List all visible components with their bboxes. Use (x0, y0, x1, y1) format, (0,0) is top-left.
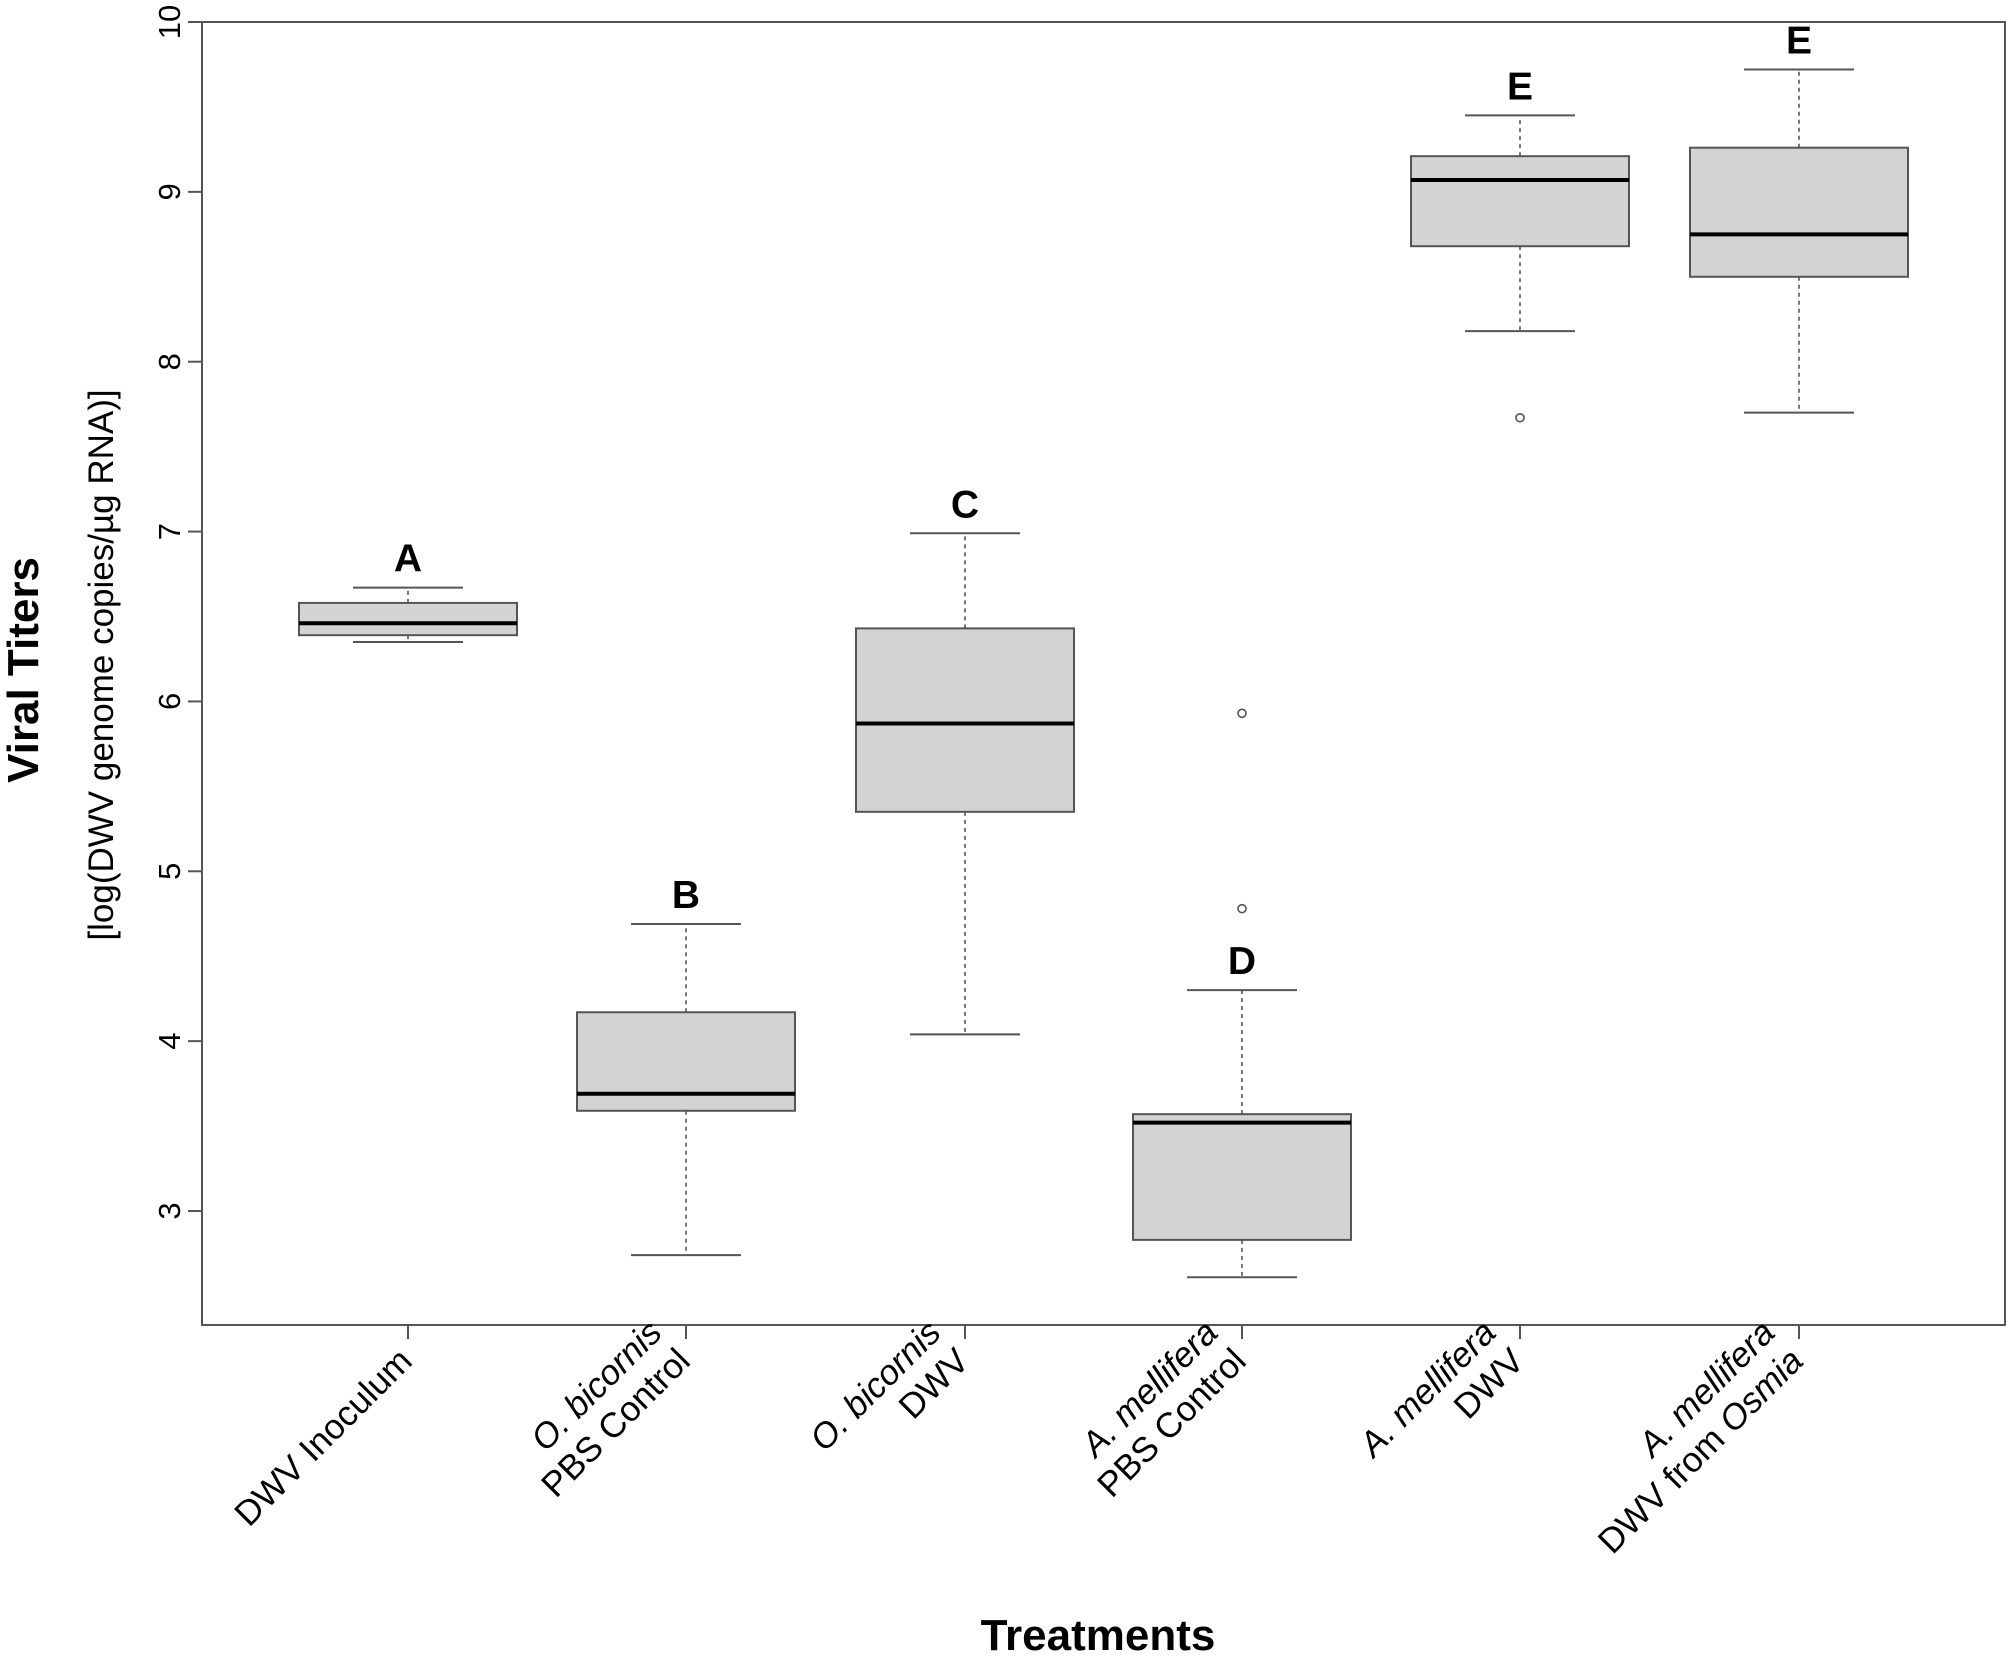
y-tick-label: 9 (152, 183, 187, 200)
x-axis-title: Treatments (981, 1611, 1216, 1660)
category-label-text: DWV Inoculum (227, 1341, 420, 1534)
significance-letter: D (1228, 940, 1256, 983)
box-iqr (1410, 155, 1630, 248)
box-iqr (298, 601, 518, 637)
box-iqr (576, 1011, 796, 1112)
outlier-point (1237, 708, 1247, 719)
plot-frame (201, 21, 2006, 1326)
outlier-point (1237, 903, 1247, 914)
box-iqr (855, 627, 1075, 813)
category-label: A. melliferaDWV (1351, 1312, 1533, 1494)
y-tick-label: 5 (152, 863, 187, 880)
box-group (576, 922, 796, 1257)
significance-letter: E (1507, 65, 1533, 108)
category-label: A. melliferaDWV from Osmia (1562, 1313, 1810, 1561)
y-tick-label: 8 (152, 353, 187, 370)
category-label: O. bicornisPBS Control (506, 1313, 698, 1505)
category-label: DWV Inoculum (227, 1341, 420, 1534)
y-tick-label: 10 (152, 5, 187, 39)
y-axis-subtitle: [log(DWV genome copies/µg RNA)] (82, 389, 121, 940)
box-group (1689, 68, 1909, 414)
box-group (1410, 114, 1630, 423)
significance-letter: C (951, 483, 979, 526)
category-label: O. bicornisDWV (803, 1312, 978, 1487)
y-axis-title: Viral Titers (0, 557, 48, 783)
box-iqr (1132, 1113, 1352, 1241)
category-label: A. melliferaPBS Control (1062, 1313, 1254, 1505)
box-group (855, 532, 1075, 1036)
box-iqr (1689, 146, 1909, 278)
y-tick-label: 3 (152, 1202, 187, 1219)
y-tick-label: 4 (152, 1033, 187, 1050)
y-tick-label: 6 (152, 693, 187, 710)
box-group (298, 586, 518, 643)
y-tick-label: 7 (152, 523, 187, 540)
box-group (1132, 708, 1352, 1279)
significance-letter: A (394, 538, 422, 581)
category-label-line: DWV Inoculum (227, 1341, 420, 1534)
significance-letter: B (672, 874, 700, 917)
outlier-point (1515, 412, 1525, 423)
significance-letter: E (1786, 20, 1812, 63)
